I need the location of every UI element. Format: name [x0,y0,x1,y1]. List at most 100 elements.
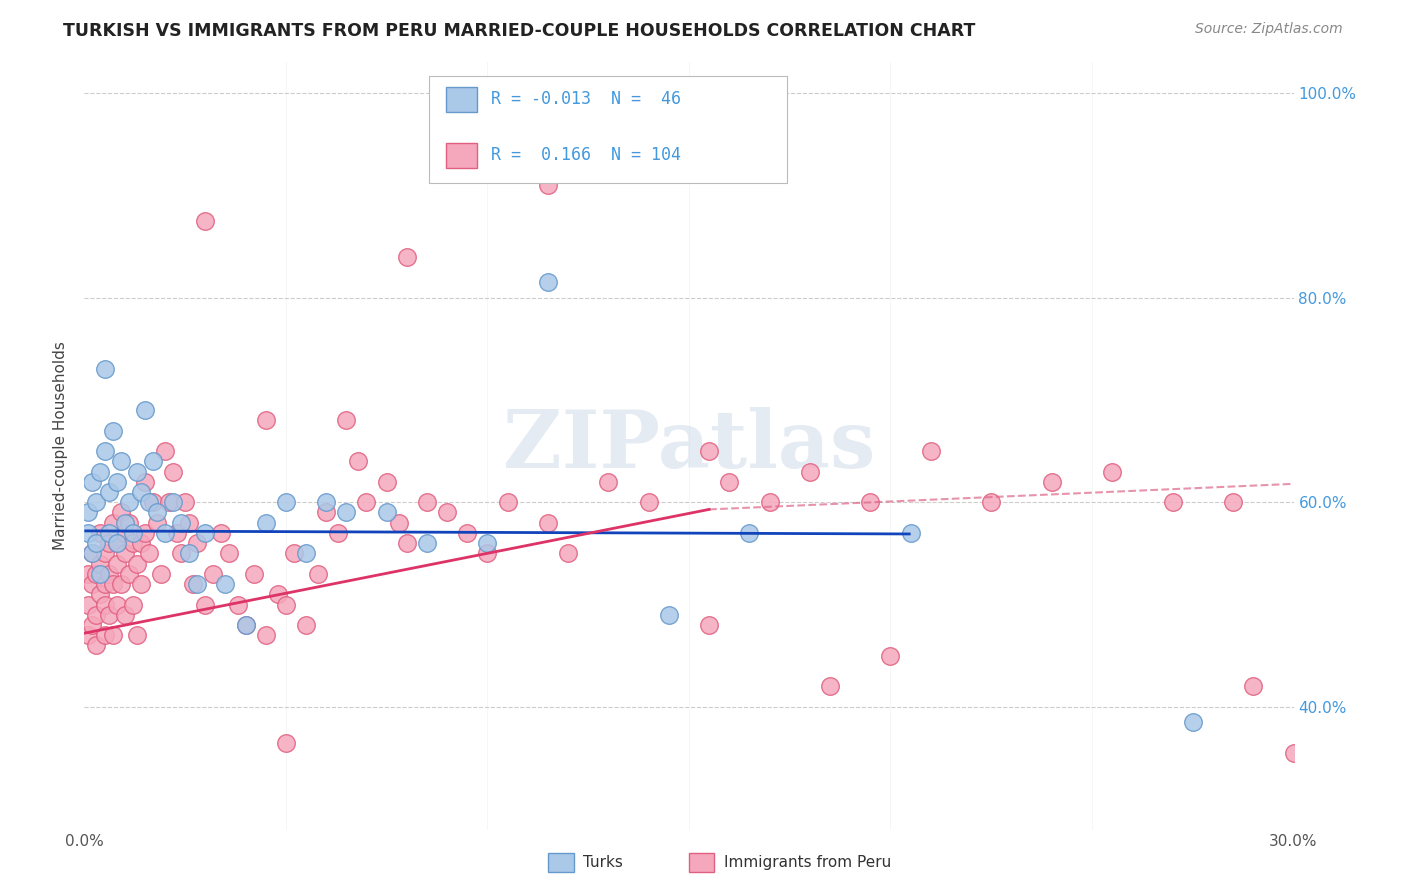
Point [134,403,156,417]
Point [1282,746,1305,760]
Point [162,465,184,479]
Point [295,618,318,632]
Point [134,475,156,489]
Point [89,587,111,601]
Point [170,516,193,530]
Point [859,495,882,509]
Point [235,618,257,632]
Point [1222,495,1244,509]
Point [658,607,681,622]
Point [97,525,120,540]
Point [477,546,499,560]
Point [388,516,411,530]
Point [718,475,741,489]
Point [146,506,169,520]
Point [697,618,720,632]
Text: Immigrants from Peru: Immigrants from Peru [724,855,891,870]
Point [799,465,821,479]
Point [77,506,100,520]
Point [179,516,201,530]
Point [181,577,204,591]
Point [142,454,165,468]
Text: Source: ZipAtlas.com: Source: ZipAtlas.com [1195,22,1343,37]
Point [86,495,108,509]
Point [105,475,128,489]
Point [93,628,115,642]
Point [114,525,136,540]
Point [114,607,136,622]
Point [77,525,100,540]
Point [93,546,115,560]
Point [1101,465,1123,479]
Point [93,444,115,458]
Point [254,413,277,427]
Point [235,618,257,632]
Text: R =  0.166  N = 104: R = 0.166 N = 104 [491,146,681,164]
Point [328,525,350,540]
Point [436,506,458,520]
Point [1161,495,1184,509]
Point [456,525,478,540]
Point [900,525,922,540]
Point [194,598,217,612]
Point [101,577,124,591]
Point [93,577,115,591]
Point [496,495,519,509]
Point [86,566,108,581]
Point [129,536,152,550]
Y-axis label: Married-couple Households: Married-couple Households [53,342,69,550]
Point [110,454,132,468]
Point [101,628,124,642]
Point [1181,715,1204,730]
Point [97,485,120,500]
Point [267,587,290,601]
Point [283,546,305,560]
Point [101,424,124,438]
Point [93,362,115,376]
Point [118,495,141,509]
Point [146,516,169,530]
Point [97,536,120,550]
Point [226,598,249,612]
Point [138,495,160,509]
Point [114,546,136,560]
Point [125,628,148,642]
Point [89,566,111,581]
Point [110,577,132,591]
Point [105,536,128,550]
Point [637,495,659,509]
Text: TURKISH VS IMMIGRANTS FROM PERU MARRIED-COUPLE HOUSEHOLDS CORRELATION CHART: TURKISH VS IMMIGRANTS FROM PERU MARRIED-… [63,22,976,40]
Point [335,506,357,520]
Point [97,566,120,581]
Point [254,628,277,642]
Point [89,525,111,540]
Point [125,465,148,479]
Point [980,495,1002,509]
Point [335,413,357,427]
Point [242,566,264,581]
Point [356,495,378,509]
Point [738,525,761,540]
Point [82,618,104,632]
Point [202,566,225,581]
Point [134,525,156,540]
Point [114,516,136,530]
Point [315,495,337,509]
Point [416,536,439,550]
Point [77,566,100,581]
Point [121,525,143,540]
Point [1040,475,1063,489]
Point [186,536,208,550]
Point [82,577,104,591]
Text: Turks: Turks [583,855,623,870]
Point [105,536,128,550]
Point [82,475,104,489]
Point [537,178,560,193]
Point [174,495,197,509]
Point [82,546,104,560]
Point [477,536,499,550]
Point [375,475,398,489]
Point [86,536,108,550]
Point [214,577,236,591]
Point [121,536,143,550]
